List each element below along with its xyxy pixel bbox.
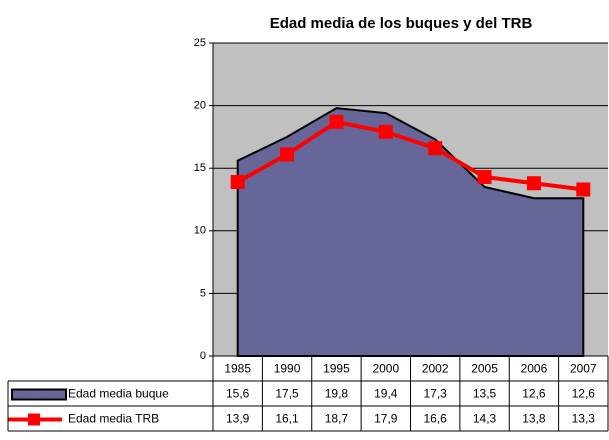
x-tick-label: 1995 <box>323 362 350 376</box>
area <box>236 107 585 357</box>
marker <box>230 174 245 189</box>
line <box>236 119 584 192</box>
table-cell: 13,9 <box>226 412 250 426</box>
marker <box>329 114 344 129</box>
legend-label: Edad media buque <box>68 387 169 401</box>
marker <box>477 169 492 184</box>
table-cell: 16,6 <box>424 412 448 426</box>
x-tick-label: 2000 <box>372 362 399 376</box>
x-tick-label: 1985 <box>224 362 251 376</box>
table-cell: 12,6 <box>522 387 546 401</box>
table-cell: 18,7 <box>325 412 349 426</box>
table-cell: 13,5 <box>473 387 497 401</box>
table-cell: 14,3 <box>473 412 497 426</box>
table-cell: 15,6 <box>226 387 250 401</box>
x-tick-label: 2002 <box>422 362 449 376</box>
table-cell: 19,4 <box>374 387 398 401</box>
table-cell: 13,3 <box>572 412 596 426</box>
table-cell: 12,6 <box>572 387 596 401</box>
x-tick-label: 2005 <box>471 362 498 376</box>
marker <box>576 182 591 197</box>
table-cell: 17,5 <box>275 387 299 401</box>
legend-label: Edad media TRB <box>68 412 159 426</box>
y-tick-label: 15 <box>194 162 206 174</box>
table-cell: 16,1 <box>275 412 299 426</box>
chart-title: Edad media de los buques y del TRB <box>270 15 533 32</box>
y-tick-label: 5 <box>200 287 206 299</box>
marker <box>378 124 393 139</box>
legend-marker <box>28 413 40 426</box>
x-tick-label: 2007 <box>570 362 597 376</box>
y-tick-label: 0 <box>200 350 206 362</box>
table-cell: 13,8 <box>522 412 546 426</box>
table-cell: 17,9 <box>374 412 398 426</box>
y-tick-label: 25 <box>194 37 206 49</box>
legend-swatch <box>11 388 67 401</box>
y-tick-label: 10 <box>194 225 206 237</box>
marker <box>428 141 443 156</box>
marker <box>526 176 541 191</box>
marker <box>280 147 295 162</box>
table-cell: 17,3 <box>424 387 448 401</box>
table-cell: 19,8 <box>325 387 349 401</box>
x-tick-label: 2006 <box>521 362 548 376</box>
x-tick-label: 1990 <box>274 362 301 376</box>
y-tick-label: 20 <box>194 100 206 112</box>
